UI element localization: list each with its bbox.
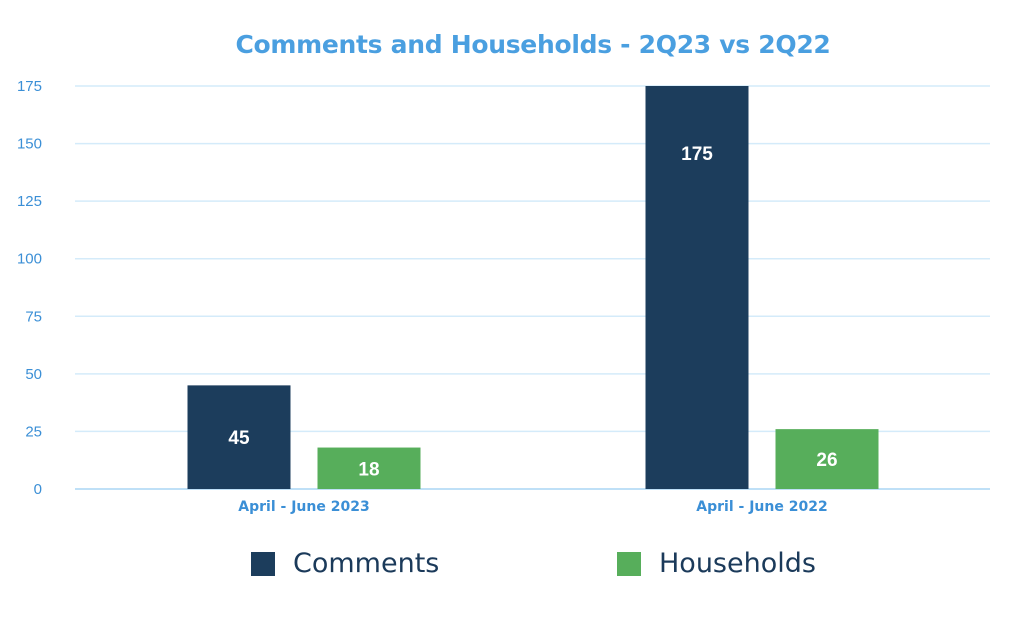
data-label-households: 18 xyxy=(358,459,379,480)
bar-comments xyxy=(187,385,291,489)
y-tick-label: 100 xyxy=(17,251,42,268)
x-tick-label: April - June 2022 xyxy=(696,499,827,515)
bar-comments xyxy=(645,86,749,489)
bar-households xyxy=(317,447,421,489)
legend-swatch-households xyxy=(617,551,641,576)
data-label-households: 26 xyxy=(816,450,837,471)
y-tick-label: 125 xyxy=(17,193,42,210)
y-tick-label: 50 xyxy=(25,366,42,383)
data-label-comments: 175 xyxy=(681,144,713,165)
y-tick-label: 0 xyxy=(34,481,42,498)
legend-label-comments: Comments xyxy=(293,548,440,579)
y-axis-ticks: 0 25 50 75 100 125 150 175 xyxy=(17,78,42,498)
y-tick-label: 75 xyxy=(25,308,42,325)
x-tick-label: April - June 2023 xyxy=(238,499,369,515)
y-tick-label: 25 xyxy=(25,423,42,440)
legend-item-comments: Comments xyxy=(251,548,439,579)
y-tick-label: 175 xyxy=(17,78,42,95)
legend-swatch-comments xyxy=(251,551,275,576)
legend-item-households: Households xyxy=(617,548,816,579)
legend-label-households: Households xyxy=(659,548,816,579)
chart-title: Comments and Households - 2Q23 vs 2Q22 xyxy=(235,30,831,59)
bars: 45 18 175 26 xyxy=(187,86,879,489)
x-axis-ticks: April - June 2023 April - June 2022 xyxy=(238,499,827,515)
y-tick-label: 150 xyxy=(17,136,42,153)
data-label-comments: 45 xyxy=(228,428,250,449)
bar-households xyxy=(775,429,879,489)
